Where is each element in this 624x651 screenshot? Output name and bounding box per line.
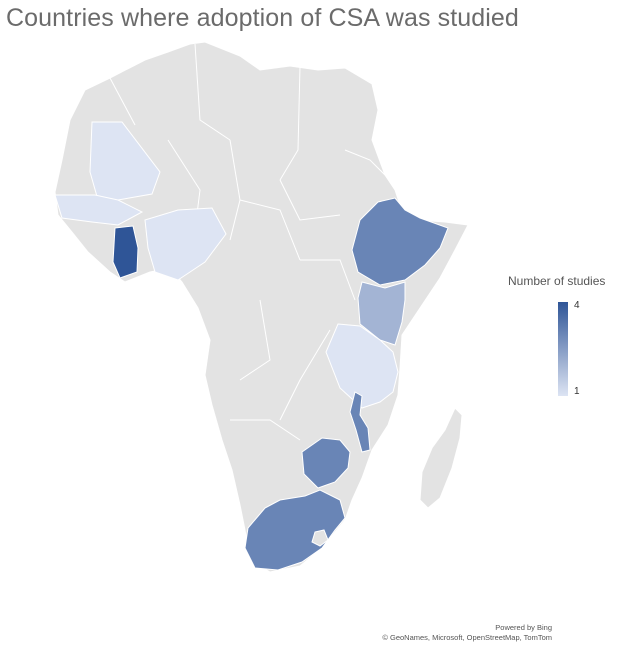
- map-title: Countries where adoption of CSA was stud…: [6, 4, 519, 32]
- country-nigeria[interactable]: Nigeria: [144, 207, 227, 281]
- country-kenya[interactable]: Kenya: [357, 281, 406, 346]
- map-attribution: Powered by Bing © GeoNames, Microsoft, O…: [382, 623, 552, 643]
- country-ethiopia[interactable]: Ethiopia: [351, 197, 449, 286]
- country-tanzania[interactable]: Tanzania: [325, 323, 399, 409]
- legend-min-label: 1: [574, 386, 580, 397]
- map-legend: Number of studies 4 1: [508, 274, 618, 397]
- credits-label: © GeoNames, Microsoft, OpenStreetMap, To…: [382, 633, 552, 642]
- powered-by-label: Powered by Bing: [495, 623, 552, 632]
- legend-title: Number of studies: [508, 274, 606, 288]
- legend-gradient-bar: [558, 302, 568, 396]
- legend-body: 4 1: [508, 300, 618, 397]
- country-malawi[interactable]: Malawi: [349, 391, 371, 453]
- madagascar: [419, 407, 463, 509]
- country-ghana[interactable]: Ghana: [112, 225, 139, 279]
- country-south-africa[interactable]: South Africa: [244, 489, 346, 571]
- country-zimbabwe[interactable]: Zimbabwe: [301, 437, 351, 489]
- legend-max-label: 4: [574, 300, 580, 311]
- lesotho: [311, 529, 329, 547]
- country-mali[interactable]: Mali: [89, 121, 161, 201]
- country-burkina-faso[interactable]: Burkina Faso: [54, 194, 144, 226]
